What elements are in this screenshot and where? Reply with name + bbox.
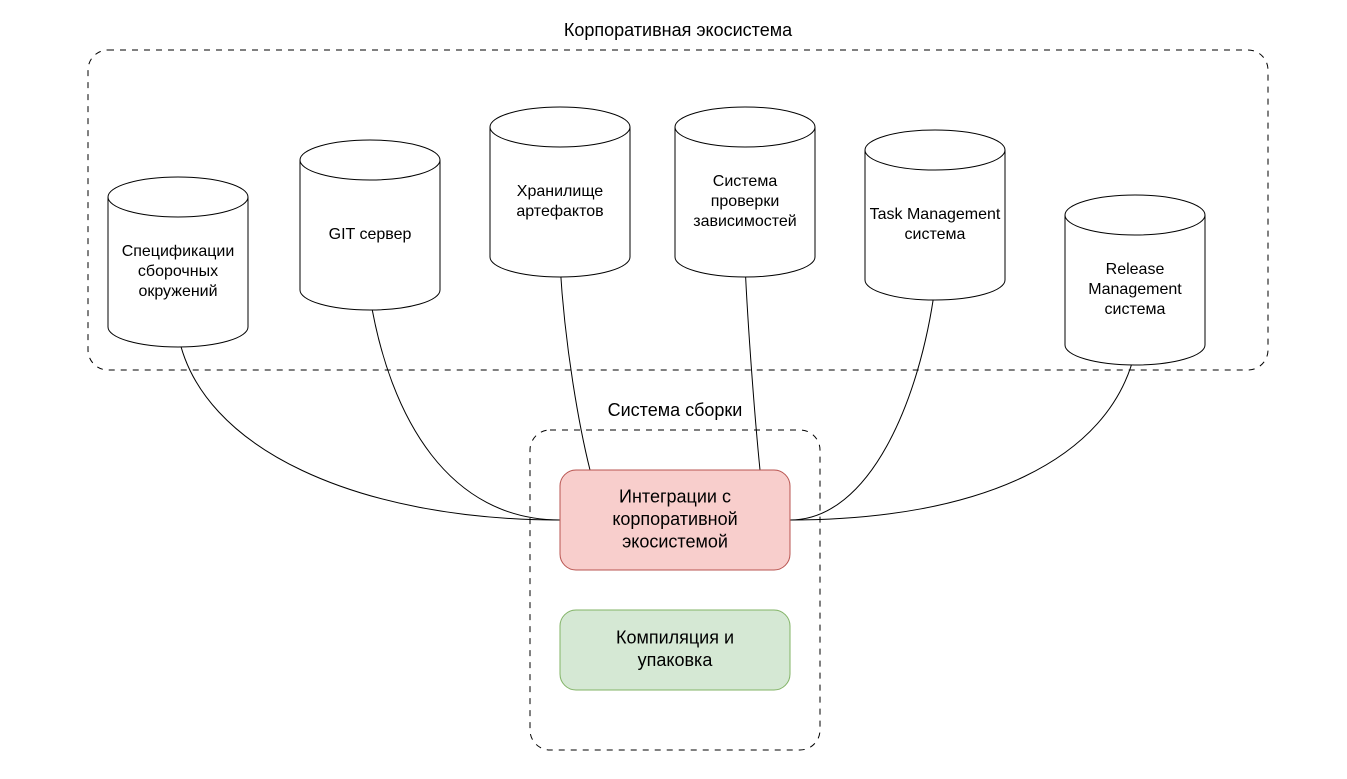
cylinder-spec: Спецификации сборочных окружений — [108, 177, 248, 347]
svg-text:система: система — [905, 226, 966, 243]
svg-text:Интеграции с: Интеграции с — [619, 486, 731, 506]
edge-to-release — [790, 352, 1135, 520]
svg-text:артефактов: артефактов — [516, 203, 603, 220]
cylinder-deps: Система проверки зависимостей — [675, 107, 815, 277]
edge-to-git — [370, 297, 560, 520]
cylinder-release: Release Management система — [1065, 195, 1205, 365]
group-ecosystem-title: Корпоративная экосистема — [564, 20, 793, 40]
edge-to-spec — [178, 334, 560, 520]
svg-text:Система: Система — [713, 173, 778, 190]
cylinder-git-label: GIT сервер — [329, 226, 412, 243]
svg-text:сборочных: сборочных — [138, 263, 218, 280]
svg-text:Release: Release — [1106, 261, 1165, 278]
svg-text:Спецификации: Спецификации — [122, 243, 235, 260]
edge-to-deps — [745, 264, 760, 470]
svg-text:Хранилище: Хранилище — [517, 183, 604, 200]
cylinder-spec-label: Спецификации сборочных окружений — [122, 243, 235, 300]
svg-text:GIT сервер: GIT сервер — [329, 226, 412, 243]
group-buildsys: Система сборки — [530, 400, 820, 750]
svg-text:упаковка: упаковка — [638, 650, 714, 670]
box-integrations: Интеграции с корпоративнойэкосистемой — [560, 470, 790, 570]
svg-text:система: система — [1105, 301, 1166, 318]
svg-text:проверки: проверки — [711, 193, 780, 210]
cylinder-task: Task Management система — [865, 130, 1005, 300]
edge-to-task — [790, 287, 935, 520]
svg-text:экосистемой: экосистемой — [622, 531, 728, 551]
box-integrations-label: Интеграции с корпоративнойэкосистемой — [612, 486, 737, 551]
cylinder-git: GIT сервер — [300, 140, 440, 310]
box-compile: Компиляция иупаковка — [560, 610, 790, 690]
svg-text:Task Management: Task Management — [870, 206, 1001, 223]
edge-to-artifact — [560, 264, 590, 470]
cylinder-artifact: Хранилище артефактов — [490, 107, 630, 277]
svg-text:зависимостей: зависимостей — [693, 213, 797, 230]
svg-text:Компиляция и: Компиляция и — [616, 628, 734, 648]
svg-text:корпоративной: корпоративной — [612, 509, 737, 529]
group-buildsys-title: Система сборки — [608, 400, 743, 420]
svg-text:окружений: окружений — [138, 283, 217, 300]
svg-text:Management: Management — [1088, 281, 1182, 298]
